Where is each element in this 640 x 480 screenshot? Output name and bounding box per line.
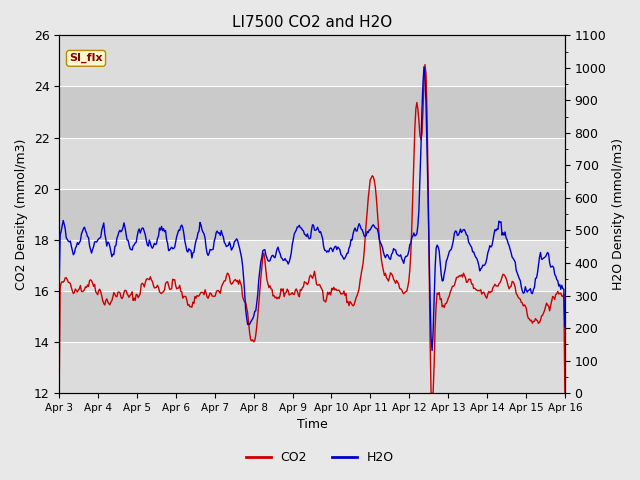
Bar: [59, 36, 565, 86]
Text: SI_flx: SI_flx: [69, 53, 103, 63]
X-axis label: Time: Time: [296, 419, 328, 432]
Bar: [59, 138, 565, 189]
Bar: [59, 342, 565, 393]
Title: LI7500 CO2 and H2O: LI7500 CO2 and H2O: [232, 15, 392, 30]
Y-axis label: H2O Density (mmol/m3): H2O Density (mmol/m3): [612, 138, 625, 290]
Bar: [59, 189, 565, 240]
Bar: [59, 86, 565, 138]
Bar: [59, 291, 565, 342]
Bar: [59, 240, 565, 291]
Y-axis label: CO2 Density (mmol/m3): CO2 Density (mmol/m3): [15, 139, 28, 290]
Legend: CO2, H2O: CO2, H2O: [241, 446, 399, 469]
